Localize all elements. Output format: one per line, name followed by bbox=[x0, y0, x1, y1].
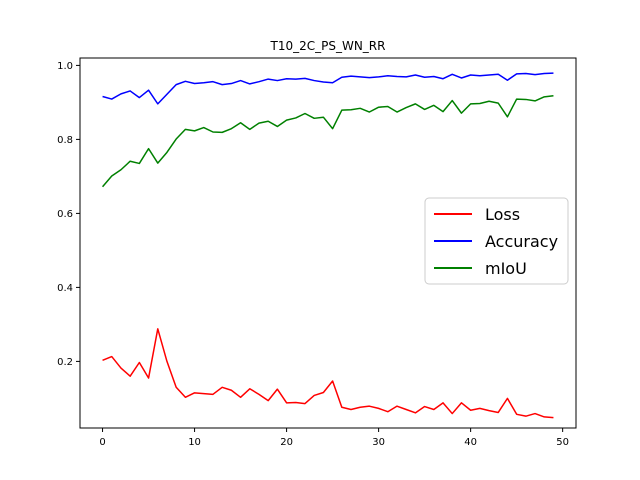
legend: Loss Accuracy mIoU bbox=[424, 197, 569, 285]
legend-label-loss: Loss bbox=[485, 205, 520, 224]
x-tick-label: 20 bbox=[280, 437, 293, 448]
series-line-miou bbox=[101, 94, 554, 188]
y-tick-label: 0.6 bbox=[57, 209, 73, 220]
y-axis: 0.2 0.4 0.6 0.8 1.0 bbox=[57, 61, 80, 368]
y-tick-label: 0.4 bbox=[57, 283, 73, 294]
y-tick-label: 0.2 bbox=[57, 357, 73, 368]
series-layer bbox=[101, 72, 554, 419]
legend-box bbox=[424, 197, 569, 285]
legend-label-miou: mIoU bbox=[485, 259, 527, 278]
series-line-accuracy bbox=[102, 72, 554, 105]
x-tick-label: 40 bbox=[464, 437, 477, 448]
axes-frame bbox=[79, 57, 577, 429]
chart-title: T10_2C_PS_WN_RR bbox=[270, 39, 386, 53]
x-tick-label: 10 bbox=[188, 437, 201, 448]
legend-label-accuracy: Accuracy bbox=[485, 232, 558, 251]
series-line-loss bbox=[102, 328, 554, 419]
x-tick-label: 30 bbox=[372, 437, 385, 448]
x-tick-label: 50 bbox=[556, 437, 569, 448]
y-tick-label: 1.0 bbox=[57, 61, 73, 72]
y-tick-label: 0.8 bbox=[57, 135, 73, 146]
x-tick-label: 0 bbox=[99, 437, 105, 448]
x-axis: 0 10 20 30 40 50 bbox=[99, 428, 569, 448]
plot-area bbox=[79, 57, 577, 429]
